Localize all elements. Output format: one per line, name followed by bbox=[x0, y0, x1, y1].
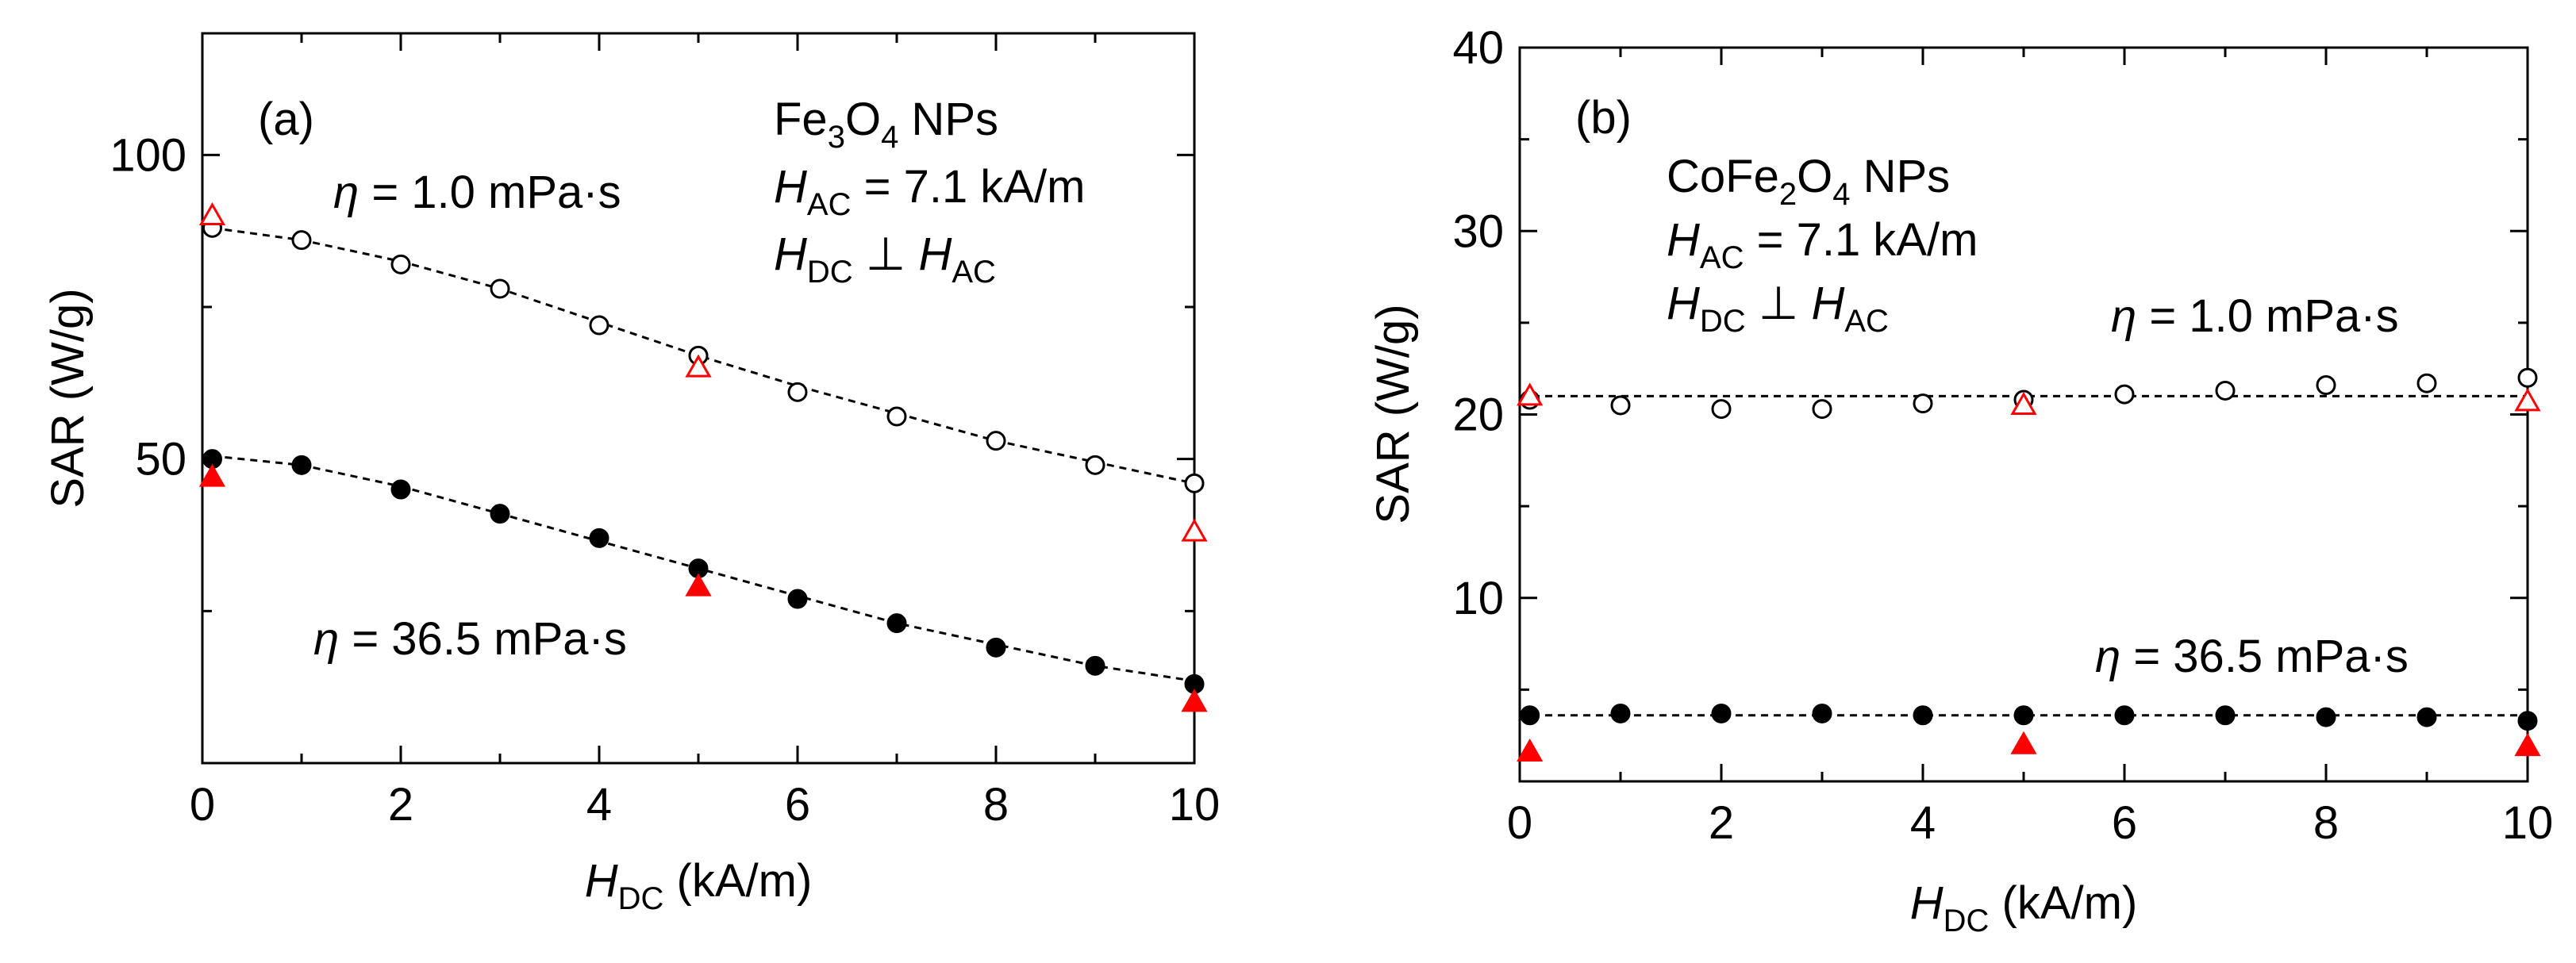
y-tick-label: 40 bbox=[1452, 22, 1504, 74]
data-point-circle-filled bbox=[2416, 707, 2437, 727]
x-tick-label: 10 bbox=[1169, 779, 1221, 831]
data-point-circle-filled bbox=[787, 589, 808, 609]
y-axis-label-a: SAR (W/g) bbox=[42, 288, 94, 508]
data-point-circle-filled bbox=[1085, 655, 1105, 676]
y-tick-label: 50 bbox=[135, 434, 186, 485]
data-marks-b bbox=[1517, 367, 2541, 762]
data-point-circle-open bbox=[1812, 399, 1832, 420]
viscosity-label-low-a: η = 1.0 mPa·s bbox=[333, 167, 621, 218]
y-tick-label: 10 bbox=[1452, 573, 1504, 624]
axis-ticks-a: 0 2 4 6 8 10 50 100 bbox=[110, 33, 1220, 831]
data-point-circle-open bbox=[1085, 455, 1105, 475]
x-tick-label: 10 bbox=[2502, 797, 2554, 849]
data-point-circle-filled bbox=[1913, 705, 1933, 726]
data-point-triangle-filled bbox=[685, 573, 712, 597]
data-point-triangle-open bbox=[1517, 382, 1544, 406]
field-orientation-label-b: HDC ⊥ HAC bbox=[1667, 278, 1889, 339]
x-tick-label: 8 bbox=[2313, 797, 2339, 849]
data-point-circle-filled bbox=[1520, 705, 1540, 726]
x-tick-label: 2 bbox=[1709, 797, 1734, 849]
data-point-triangle-filled bbox=[198, 463, 226, 487]
data-point-triangle-filled bbox=[1517, 738, 1544, 762]
panel-label-b: (b) bbox=[1575, 92, 1632, 144]
data-point-triangle-filled bbox=[2010, 731, 2037, 754]
data-point-triangle-open bbox=[2010, 391, 2037, 415]
data-point-circle-open bbox=[2114, 384, 2135, 405]
data-point-circle-open bbox=[589, 315, 609, 336]
fit-lines-b bbox=[1520, 394, 2528, 717]
data-point-circle-open bbox=[490, 278, 510, 299]
panel-label-a: (a) bbox=[258, 94, 314, 145]
data-point-circle-open bbox=[1913, 393, 1933, 414]
x-tick-label: 6 bbox=[2112, 797, 2137, 849]
data-point-triangle-filled bbox=[1181, 689, 1208, 712]
y-axis-label-b: SAR (W/g) bbox=[1367, 304, 1419, 524]
data-point-circle-filled bbox=[390, 479, 411, 500]
hac-label-b: HAC = 7.1 kA/m bbox=[1667, 214, 1978, 275]
data-point-triangle-filled bbox=[2514, 733, 2541, 757]
x-tick-label: 0 bbox=[190, 779, 215, 831]
data-point-circle-filled bbox=[986, 637, 1006, 658]
data-point-circle-open bbox=[2416, 373, 2437, 393]
panel-a: 0 2 4 6 8 10 50 100 (a) Fe3O4 NPs HAC = 7.1 kA/… bbox=[42, 32, 1220, 916]
data-point-circle-open bbox=[2316, 375, 2336, 395]
x-axis-label-a: HDC (kA/m) bbox=[585, 855, 813, 916]
data-point-circle-open bbox=[1184, 473, 1205, 493]
fit-line-0 bbox=[212, 226, 1195, 485]
y-tick-label: 30 bbox=[1452, 205, 1504, 257]
viscosity-label-low-b: η = 1.0 mPa·s bbox=[2111, 290, 2399, 342]
field-orientation-label-a: HDC ⊥ HAC bbox=[774, 228, 996, 290]
data-point-circle-filled bbox=[1711, 703, 1732, 723]
data-point-circle-filled bbox=[2316, 707, 2336, 727]
data-point-circle-filled bbox=[2517, 711, 2538, 731]
data-point-circle-open bbox=[1711, 399, 1732, 420]
data-point-circle-filled bbox=[886, 613, 907, 634]
y-tick-label: 20 bbox=[1452, 389, 1504, 441]
panel-b: 0 2 4 6 8 10 10 20 30 40 (b) CoFe2O4 NPs HAC = 7.… bbox=[1367, 22, 2553, 938]
data-point-circle-open bbox=[986, 431, 1006, 451]
data-point-circle-open bbox=[1610, 395, 1631, 416]
x-axis-label-b: HDC (kA/m) bbox=[1910, 877, 2138, 938]
data-point-circle-filled bbox=[2114, 705, 2135, 726]
viscosity-label-high-a: η = 36.5 mPa·s bbox=[313, 613, 627, 665]
x-tick-label: 4 bbox=[586, 779, 612, 831]
data-point-circle-open bbox=[787, 382, 808, 402]
data-point-circle-open bbox=[2517, 367, 2538, 388]
data-point-circle-filled bbox=[2013, 705, 2034, 726]
x-tick-label: 0 bbox=[1507, 797, 1532, 849]
data-point-circle-open bbox=[2215, 380, 2236, 401]
viscosity-label-high-b: η = 36.5 mPa·s bbox=[2095, 631, 2409, 682]
data-point-circle-filled bbox=[1610, 703, 1631, 723]
data-point-triangle-open bbox=[198, 201, 226, 225]
data-point-circle-filled bbox=[589, 528, 609, 548]
x-tick-label: 6 bbox=[785, 779, 810, 831]
x-tick-label: 2 bbox=[388, 779, 413, 831]
x-tick-label: 4 bbox=[1910, 797, 1936, 849]
material-label-b: CoFe2O4 NPs bbox=[1667, 151, 1950, 212]
data-point-circle-open bbox=[390, 254, 411, 274]
data-point-triangle-open bbox=[2514, 388, 2541, 412]
x-tick-label: 8 bbox=[983, 779, 1009, 831]
data-marks-a bbox=[198, 201, 1208, 712]
hac-label-a: HAC = 7.1 kA/m bbox=[774, 161, 1085, 222]
data-point-circle-filled bbox=[291, 455, 312, 475]
data-point-circle-filled bbox=[2215, 705, 2236, 726]
y-tick-label: 100 bbox=[110, 129, 186, 181]
data-point-circle-filled bbox=[1812, 703, 1832, 723]
axis-ticks-b: 0 2 4 6 8 10 10 20 30 40 bbox=[1452, 22, 2553, 849]
data-point-circle-filled bbox=[490, 504, 510, 524]
data-point-triangle-open bbox=[685, 354, 712, 378]
data-point-triangle-open bbox=[1181, 518, 1208, 542]
data-point-circle-open bbox=[291, 230, 312, 251]
data-point-circle-open bbox=[886, 406, 907, 427]
material-label-a: Fe3O4 NPs bbox=[774, 94, 998, 155]
